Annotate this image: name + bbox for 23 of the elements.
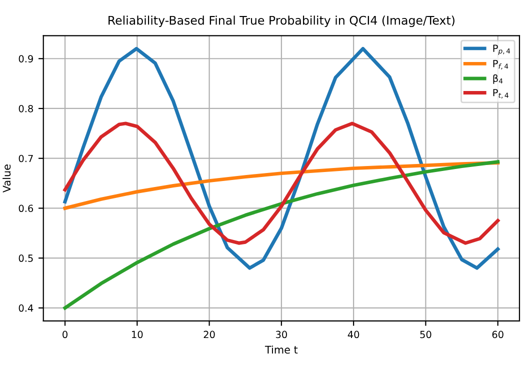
legend-label: β$_{4}$	[493, 74, 503, 84]
x-tick-label: 30	[276, 330, 287, 338]
legend-label: P$_{t,4}$	[493, 89, 508, 99]
y-tick-label: 0.7	[18, 154, 33, 162]
line-series	[63, 122, 500, 245]
x-tick-label: 60	[492, 330, 504, 338]
x-tick-label: 40	[348, 330, 360, 338]
x-tick-label: 50	[420, 330, 432, 338]
y-axis-title: Value	[2, 164, 11, 193]
x-tick-label: 20	[204, 330, 215, 338]
legend-label: P$_{p,4}$	[493, 44, 510, 55]
y-tick-label: 0.5	[18, 254, 33, 262]
y-tick-label: 0.9	[18, 55, 33, 62]
x-tick-label: 0	[62, 330, 68, 338]
x-tick-label: 10	[132, 330, 143, 338]
line-series	[63, 160, 500, 310]
chart-title: Reliability-Based Final True Probability in QCI4 (Image/Text)	[108, 16, 454, 28]
x-axis-title: Time t	[264, 346, 298, 354]
y-tick-label: 0.6	[18, 204, 34, 212]
y-tick-label: 0.8	[18, 104, 33, 112]
y-tick-label: 0.4	[18, 304, 34, 312]
legend-label: P$_{f,4}$	[493, 60, 508, 70]
line-series	[63, 161, 500, 210]
